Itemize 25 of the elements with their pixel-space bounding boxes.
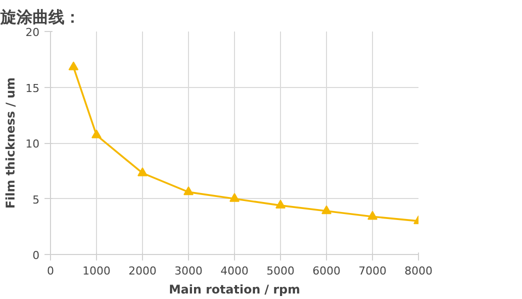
y-tick-label: 15 [26, 82, 40, 95]
y-axis-title: Film thickness / um [4, 77, 18, 209]
point [184, 186, 194, 196]
x-tick-label: 0 [47, 264, 54, 278]
point [92, 130, 102, 138]
x-axis-title: Main rotation / rpm [168, 282, 300, 296]
x-tick-label: 3000 [174, 264, 203, 278]
y-tick-label: 10 [26, 138, 40, 150]
x-tick-label: 1000 [82, 264, 111, 278]
point [138, 167, 148, 176]
point [68, 61, 78, 70]
x-tick-label: 6000 [312, 264, 341, 278]
x-tick-label: 5000 [266, 264, 295, 278]
x-tick-label: 7000 [358, 264, 387, 278]
x-tick-label: 2000 [128, 264, 157, 278]
point [322, 205, 332, 214]
point [368, 210, 378, 220]
x-tick-label: 4000 [220, 264, 249, 278]
y-tick-label: 20 [26, 26, 40, 39]
point [230, 193, 240, 202]
x-tick-label: 8000 [404, 264, 433, 278]
y-tick-label: 0 [32, 249, 40, 262]
point [276, 200, 286, 209]
y-tick-label: 5 [32, 193, 40, 206]
chart-title: 旋涂曲线： [0, 8, 80, 26]
